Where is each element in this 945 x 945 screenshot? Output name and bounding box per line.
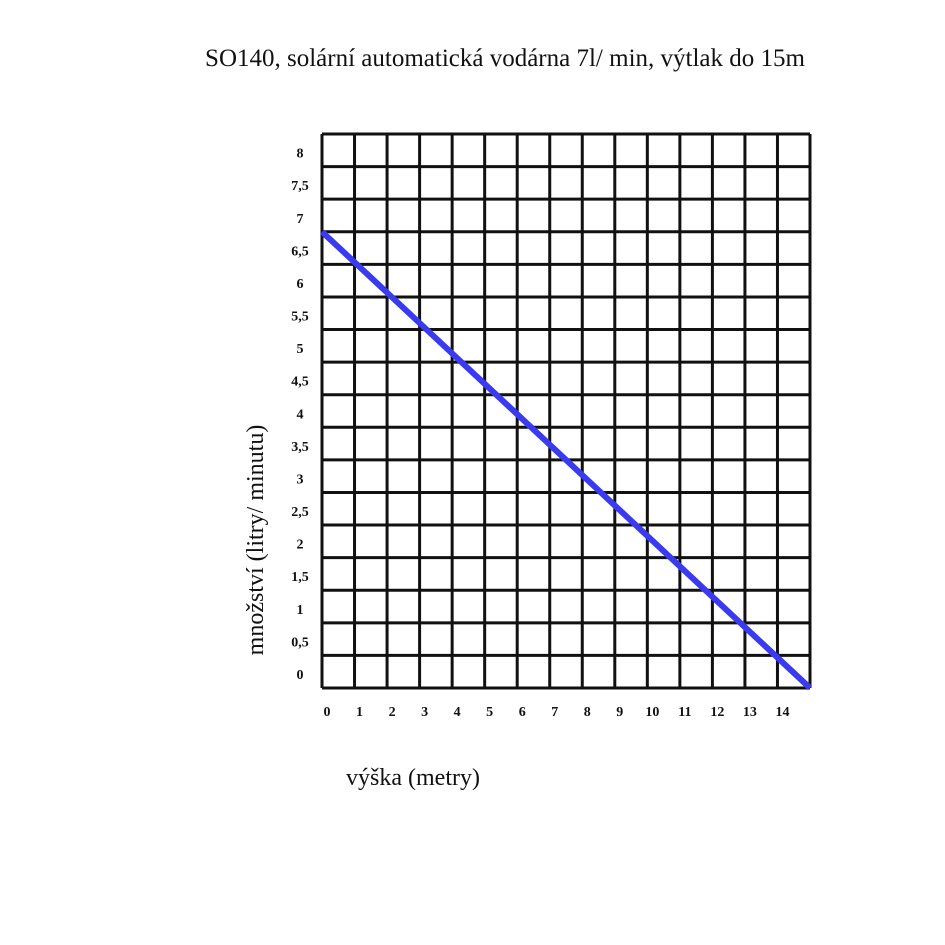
x-tick-label: 1 bbox=[356, 705, 363, 720]
y-tick-label: 2 bbox=[297, 538, 304, 553]
y-tick-label: 0 bbox=[297, 668, 304, 683]
x-tick-label: 4 bbox=[454, 705, 461, 720]
y-tick-label: 5 bbox=[297, 342, 304, 357]
y-tick-label: 6 bbox=[297, 277, 304, 292]
x-tick-label: 14 bbox=[775, 705, 789, 720]
series-line bbox=[319, 229, 813, 691]
x-tick-label: 5 bbox=[486, 705, 493, 720]
x-tick-label: 6 bbox=[519, 705, 526, 720]
y-tick-label: 3,5 bbox=[291, 440, 309, 455]
y-tick-label: 7,5 bbox=[291, 179, 309, 194]
y-tick-label: 3 bbox=[297, 472, 304, 487]
x-tick-label: 12 bbox=[710, 705, 724, 720]
series-group bbox=[319, 229, 813, 691]
y-axis-ticks: 0 0,5 1 1,5 2 2,5 3 3,5 4 4,5 5 5,5 6 6,5 7 7,5 8 bbox=[291, 147, 309, 683]
x-tick-label: 8 bbox=[584, 705, 591, 720]
x-tick-label: 11 bbox=[678, 705, 691, 720]
x-tick-label: 9 bbox=[616, 705, 623, 720]
y-tick-label: 8 bbox=[297, 147, 304, 162]
x-tick-label: 7 bbox=[551, 705, 558, 720]
chart-grid bbox=[320, 132, 812, 690]
y-axis-label: množství (litry/ minutu) bbox=[243, 425, 269, 656]
chart-title: SO140, solární automatická vodárna 7l/ m… bbox=[205, 45, 805, 72]
y-tick-label: 6,5 bbox=[291, 244, 309, 259]
x-axis-ticks: 0 1 2 3 4 5 6 7 8 9 10 11 12 13 14 bbox=[324, 705, 790, 720]
y-tick-label: 0,5 bbox=[291, 635, 309, 650]
x-axis-label: výška (metry) bbox=[346, 765, 480, 791]
y-tick-label: 4 bbox=[297, 407, 304, 422]
y-tick-label: 7 bbox=[297, 212, 304, 227]
x-tick-label: 3 bbox=[421, 705, 428, 720]
x-tick-label: 10 bbox=[645, 705, 659, 720]
y-tick-label: 5,5 bbox=[291, 310, 309, 325]
y-tick-label: 1 bbox=[297, 603, 304, 618]
x-tick-label: 0 bbox=[324, 705, 331, 720]
y-tick-label: 4,5 bbox=[291, 375, 309, 390]
x-tick-label: 13 bbox=[743, 705, 757, 720]
y-tick-label: 1,5 bbox=[291, 570, 309, 585]
x-tick-label: 2 bbox=[389, 705, 396, 720]
y-tick-label: 2,5 bbox=[291, 505, 309, 520]
